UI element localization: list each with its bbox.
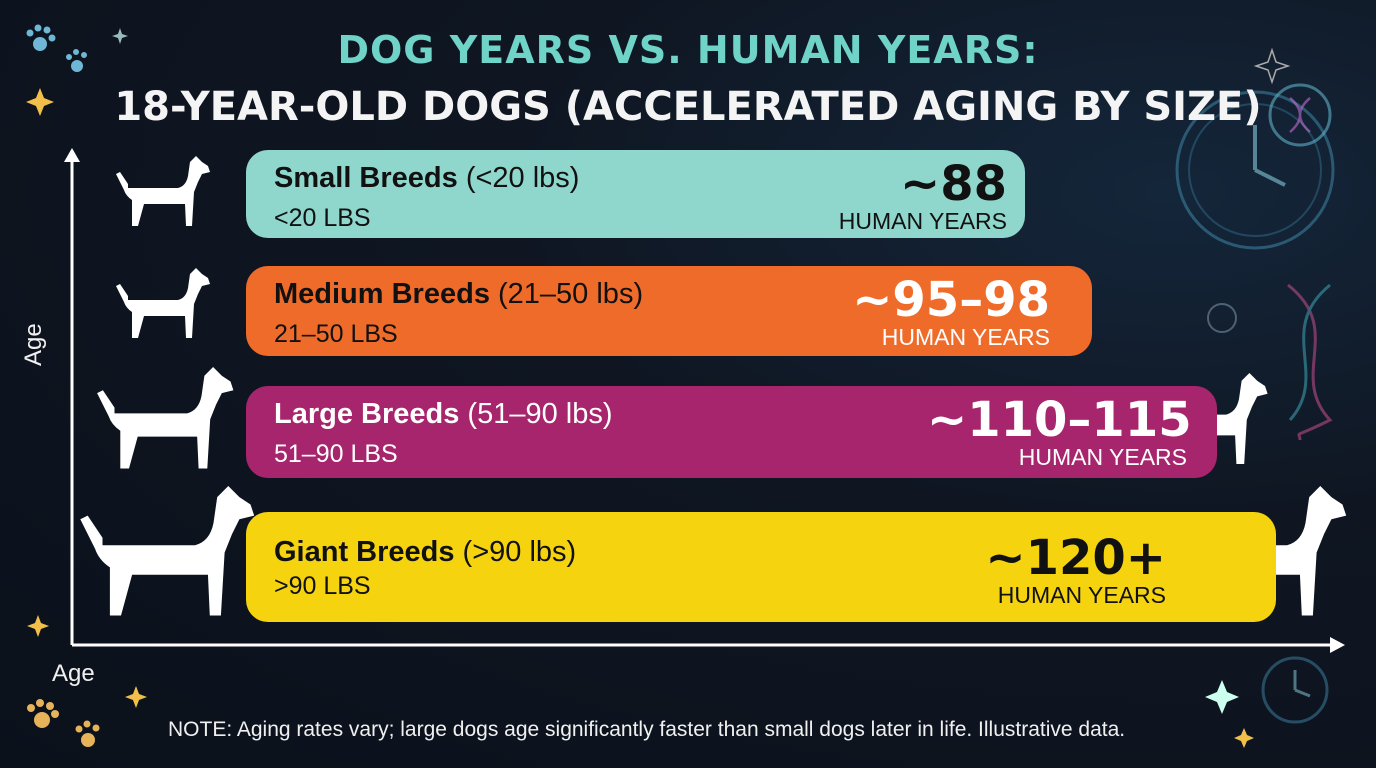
bar-label: Medium Breeds (21–50 lbs) bbox=[274, 278, 643, 311]
unit-label: HUMAN YEARS bbox=[881, 324, 1050, 350]
value-label: ~110–115 bbox=[927, 392, 1192, 448]
bar-large-breeds: Large Breeds (51–90 lbs) 51–90 LBS ~110–11… bbox=[246, 386, 1217, 478]
weight-sublabel: <20 LBS bbox=[274, 204, 371, 232]
dna-helix-icon bbox=[1287, 283, 1333, 441]
bar-small-breeds: Small Breeds (<20 lbs) <20 LBS ~88 HUMAN YE… bbox=[246, 150, 1025, 238]
value-label: ~95–98 bbox=[852, 272, 1050, 328]
weight-range: (21–50 lbs) bbox=[489, 278, 644, 310]
paw-print-icon bbox=[26, 24, 87, 72]
retriever-icon bbox=[97, 367, 234, 469]
x-axis bbox=[72, 637, 1345, 653]
small-terrier-icon bbox=[116, 156, 210, 226]
unit-label: HUMAN YEARS bbox=[838, 208, 1007, 234]
unit-label: HUMAN YEARS bbox=[1018, 444, 1187, 470]
breed-name: Medium Breeds bbox=[274, 278, 490, 310]
paw-print-icon bbox=[27, 699, 100, 747]
sparkle-icon bbox=[26, 28, 1291, 748]
breed-name: Small Breeds bbox=[274, 162, 458, 194]
great-dane-icon bbox=[80, 486, 255, 616]
weight-sublabel: 51–90 LBS bbox=[274, 440, 398, 468]
x-axis-label: Age bbox=[52, 660, 95, 687]
title-prefix: DOG YEARS VS. HUMAN YEARS: bbox=[337, 28, 1039, 72]
footnote: NOTE: Aging rates vary; large dogs age s… bbox=[168, 718, 1126, 741]
weight-range: (51–90 lbs) bbox=[459, 398, 613, 430]
clock-icon bbox=[1175, 90, 1335, 250]
breed-name: Large Breeds bbox=[274, 398, 460, 430]
weight-range: (>90 lbs) bbox=[454, 536, 577, 568]
bar-label: Large Breeds (51–90 lbs) bbox=[274, 398, 613, 431]
beagle-icon bbox=[116, 268, 210, 338]
y-axis bbox=[64, 148, 80, 645]
bar-label: Small Breeds (<20 lbs) bbox=[274, 162, 579, 195]
bar-label: Giant Breeds (>90 lbs) bbox=[274, 536, 576, 569]
bar-medium-breeds: Medium Breeds (21–50 lbs) 21–50 LBS ~95–98… bbox=[246, 266, 1092, 356]
small-clock-icon bbox=[1207, 303, 1329, 724]
weight-sublabel: 21–50 LBS bbox=[274, 320, 398, 348]
y-axis-label: Age bbox=[20, 323, 47, 366]
unit-label: HUMAN YEARS bbox=[997, 582, 1166, 608]
title-line-1: DOG YEARS VS. HUMAN YEARS: bbox=[0, 28, 1376, 72]
weight-range: (<20 lbs) bbox=[457, 162, 580, 194]
title-line-2: 18-YEAR-OLD DOGS (ACCELERATED AGING BY S… bbox=[114, 84, 1262, 130]
breed-name: Giant Breeds bbox=[274, 536, 455, 568]
dna-bubble-icon bbox=[1268, 83, 1332, 147]
value-label: ~120+ bbox=[985, 530, 1166, 586]
bar-giant-breeds: Giant Breeds (>90 lbs) >90 LBS ~120+ HUMAN … bbox=[246, 512, 1276, 622]
weight-sublabel: >90 LBS bbox=[274, 572, 371, 600]
value-label: ~88 bbox=[899, 156, 1007, 212]
